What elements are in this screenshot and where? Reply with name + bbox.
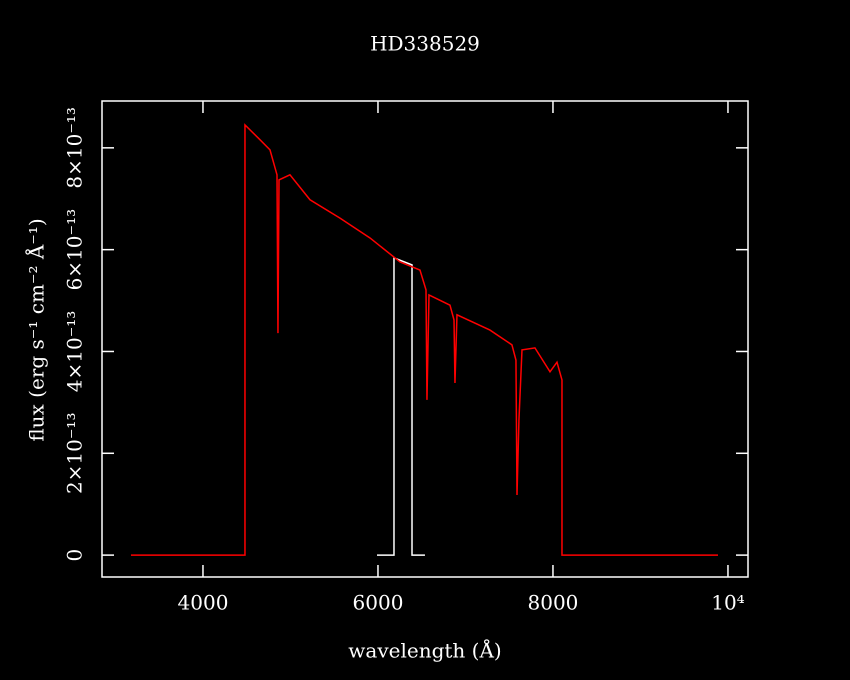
x-tick-label: 10⁴ bbox=[711, 591, 744, 615]
y-tick-label: 4×10⁻¹³ bbox=[63, 311, 87, 393]
spectrum-line bbox=[377, 256, 425, 556]
y-axis-label: flux (erg s⁻¹ cm⁻² Å⁻¹) bbox=[24, 218, 49, 441]
x-axis-label: wavelength (Å) bbox=[348, 638, 501, 663]
chart-title: HD338529 bbox=[370, 32, 480, 56]
spectrum-line bbox=[130, 123, 718, 556]
x-tick-label: 8000 bbox=[528, 591, 579, 615]
x-tick-label: 4000 bbox=[178, 591, 229, 615]
y-tick-label: 8×10⁻¹³ bbox=[63, 107, 87, 189]
x-tick-label: 6000 bbox=[353, 591, 404, 615]
y-tick-label: 2×10⁻¹³ bbox=[63, 413, 87, 495]
plot-frame bbox=[101, 100, 749, 578]
y-tick-label: 0 bbox=[63, 549, 87, 562]
y-tick-label: 6×10⁻¹³ bbox=[63, 209, 87, 291]
